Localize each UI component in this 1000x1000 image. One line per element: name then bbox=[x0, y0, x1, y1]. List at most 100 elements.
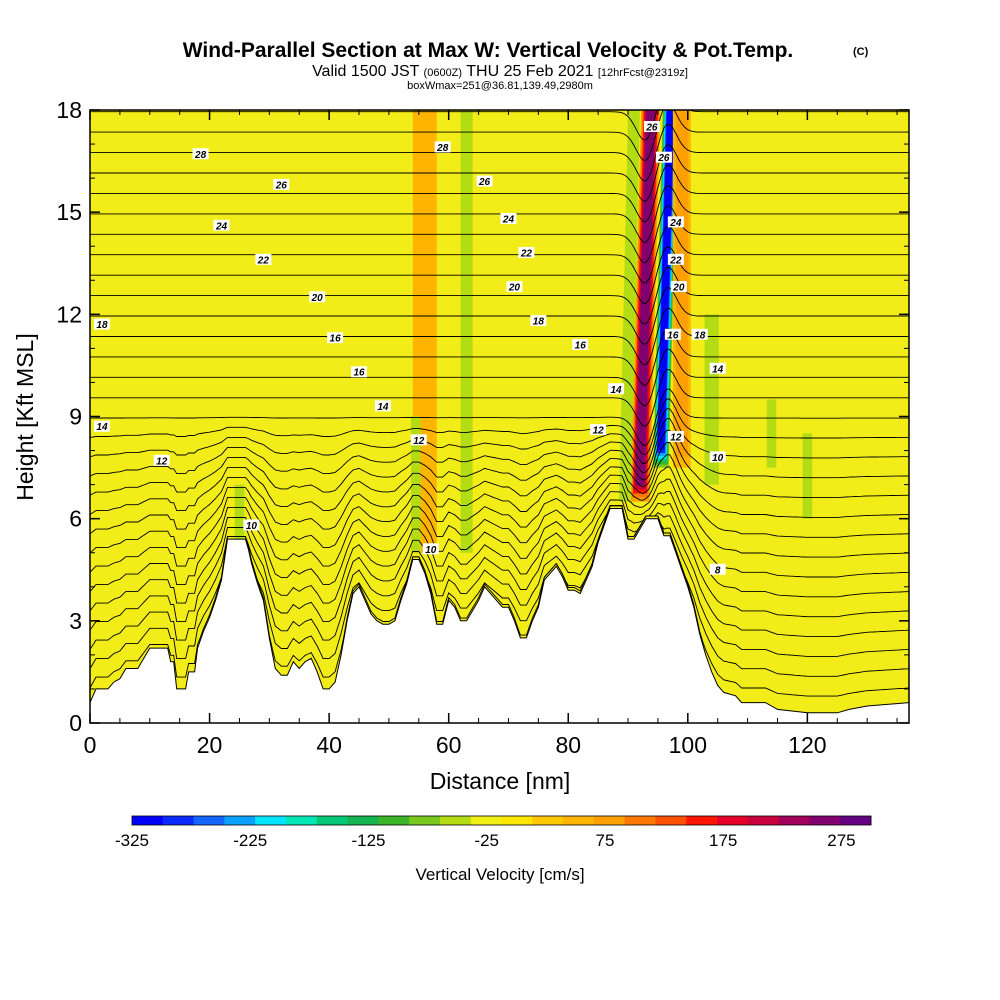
theta-contour-line bbox=[90, 388, 909, 446]
theta-label-text: 28 bbox=[194, 150, 207, 161]
theta-label-bg bbox=[410, 434, 427, 446]
theta-label-text: 22 bbox=[520, 249, 533, 260]
theta-label-text: 14 bbox=[712, 364, 724, 375]
subtitle-fcst: [12hrFcst@2319z] bbox=[598, 67, 688, 79]
vertical-velocity-band bbox=[802, 433, 813, 519]
theta-label-text: 16 bbox=[330, 334, 342, 345]
velocity-level bbox=[234, 484, 245, 540]
theta-label: 18 bbox=[530, 315, 547, 328]
theta-label-bg bbox=[518, 247, 535, 259]
theta-label-bg bbox=[93, 420, 110, 432]
velocity-field bbox=[234, 110, 813, 553]
colorbar-tick-label: -25 bbox=[474, 831, 499, 850]
colorbar-swatch bbox=[316, 816, 348, 825]
theta-label: 12 bbox=[153, 454, 170, 467]
velocity-level bbox=[802, 433, 813, 519]
x-tick-label: 20 bbox=[197, 732, 223, 758]
theta-label-text: 20 bbox=[311, 293, 324, 304]
theta-contour-line bbox=[90, 466, 909, 558]
theta-label: 20 bbox=[670, 281, 687, 294]
theta-label: 26 bbox=[643, 121, 660, 134]
colorbar-swatch bbox=[747, 816, 780, 825]
theta-label-bg bbox=[572, 338, 589, 350]
theta-label: 26 bbox=[273, 178, 290, 191]
y-axis: 0 3 6 9 12 15 18 bbox=[56, 97, 909, 736]
theta-label: 18 bbox=[691, 328, 708, 341]
theta-label: 28 bbox=[434, 141, 451, 154]
theta-contour-line bbox=[90, 110, 909, 141]
theta-label: 24 bbox=[213, 219, 230, 232]
y-tick-label: 15 bbox=[56, 199, 82, 225]
theta-label-text: 16 bbox=[575, 340, 587, 351]
theta-label: 14 bbox=[374, 400, 391, 413]
theta-contour-line bbox=[90, 144, 909, 202]
theta-contour-line bbox=[90, 505, 909, 638]
theta-contour-line bbox=[90, 499, 909, 618]
colorbar-swatch bbox=[224, 816, 256, 825]
theta-label: 10 bbox=[422, 543, 439, 556]
theta-label-bg bbox=[422, 543, 439, 555]
theta-label-bg bbox=[506, 281, 523, 293]
colorbar-swatch bbox=[563, 816, 595, 825]
theta-label-bg bbox=[309, 291, 326, 303]
colorbar-swatch bbox=[778, 816, 810, 825]
theta-label-text: 26 bbox=[657, 153, 670, 164]
theta-label-text: 22 bbox=[669, 255, 682, 266]
theta-contour-line bbox=[90, 429, 909, 499]
theta-contour-line bbox=[90, 505, 909, 657]
theta-label: 16 bbox=[572, 338, 589, 351]
colorbar-swatch bbox=[655, 816, 687, 825]
plot-area: 28 28 26 26 24 24 22 22 20 20 18 18 16 16 16 14 14 12 12 12… bbox=[90, 110, 909, 723]
theta-label: 16 bbox=[327, 332, 344, 345]
x-tick-label: 40 bbox=[316, 732, 342, 758]
y-tick-label: 9 bbox=[69, 404, 82, 430]
velocity-level bbox=[657, 110, 674, 451]
theta-label-text: 12 bbox=[670, 432, 682, 443]
colorbar-swatch bbox=[285, 816, 318, 825]
theta-label-text: 12 bbox=[413, 436, 425, 447]
theta-label: 26 bbox=[655, 151, 672, 164]
chart-subtitle: Valid 1500 JST (0600Z) THU 25 Feb 2021 [… bbox=[312, 63, 688, 80]
colorbar-swatch bbox=[193, 816, 225, 825]
y-axis-label: Height [Kft MSL] bbox=[12, 333, 38, 500]
velocity-level bbox=[635, 110, 656, 486]
colorbar-tick-label: -225 bbox=[233, 831, 267, 850]
x-tick-label: 120 bbox=[788, 732, 826, 758]
theta-label: 16 bbox=[351, 366, 368, 379]
colorbar-tick-label: 175 bbox=[709, 831, 737, 850]
theta-label-bg bbox=[608, 383, 625, 395]
theta-label-bg bbox=[327, 332, 344, 344]
theta-label-bg bbox=[153, 454, 170, 466]
theta-label: 14 bbox=[709, 362, 726, 375]
colorbar: -325 -225 -125 -25 75 175 275 bbox=[115, 815, 872, 850]
theta-label-bg bbox=[434, 141, 451, 153]
theta-label-bg bbox=[351, 366, 368, 378]
theta-label-text: 10 bbox=[712, 453, 724, 464]
colorbar-swatch bbox=[840, 816, 872, 825]
y-tick-label: 12 bbox=[56, 301, 82, 327]
theta-contour-line bbox=[90, 348, 909, 406]
theta-label-bg bbox=[643, 121, 660, 133]
colorbar-swatch bbox=[132, 816, 164, 825]
theta-label-text: 24 bbox=[215, 221, 228, 232]
theta-label-text: 14 bbox=[611, 385, 623, 396]
vertical-velocity-band bbox=[460, 110, 473, 553]
x-tick-label: 80 bbox=[555, 732, 581, 758]
theta-label-text: 16 bbox=[667, 330, 679, 341]
theta-label-bg bbox=[709, 451, 726, 463]
theta-label-text: 12 bbox=[593, 426, 605, 437]
theta-label: 22 bbox=[667, 253, 684, 266]
theta-contour-line bbox=[90, 478, 909, 578]
theta-label-bg bbox=[590, 424, 607, 436]
theta-label-bg bbox=[709, 362, 726, 374]
theta-label-text: 14 bbox=[96, 422, 108, 433]
theta-label-bg bbox=[667, 253, 684, 265]
theta-contour-line bbox=[90, 226, 909, 284]
theta-contour-line bbox=[90, 185, 909, 243]
theta-label: 14 bbox=[93, 420, 110, 433]
theta-label: 8 bbox=[709, 563, 726, 576]
theta-label-text: 20 bbox=[508, 283, 521, 294]
terrain bbox=[90, 508, 909, 723]
theta-label-text: 24 bbox=[669, 218, 682, 229]
